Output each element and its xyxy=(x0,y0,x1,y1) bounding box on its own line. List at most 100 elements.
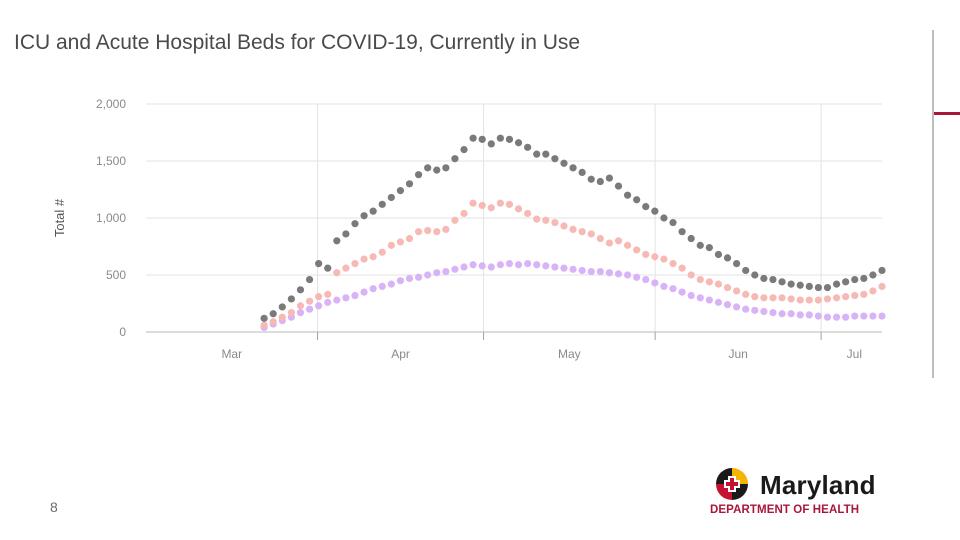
data-point-total xyxy=(860,274,868,283)
data-point-acute xyxy=(587,230,595,238)
data-point-icu xyxy=(378,282,386,290)
logo-subtitle: DEPARTMENT OF HEALTH xyxy=(710,504,860,516)
data-point-total xyxy=(714,250,723,259)
data-point-total xyxy=(796,281,804,289)
data-point-icu xyxy=(496,261,504,269)
chart-title: ICU and Acute Hospital Beds for COVID-19… xyxy=(14,31,581,54)
data-point-acute xyxy=(442,225,450,233)
data-point-acute xyxy=(660,255,668,263)
data-point-icu xyxy=(542,262,550,270)
data-point-total xyxy=(287,295,295,303)
data-point-acute xyxy=(869,287,877,295)
data-point-total xyxy=(424,164,432,172)
data-point-icu xyxy=(505,260,514,268)
data-point-total xyxy=(578,168,586,176)
data-point-acute xyxy=(378,248,386,256)
data-point-icu xyxy=(478,262,486,270)
data-point-total xyxy=(542,150,550,158)
data-point-total xyxy=(733,260,741,268)
y-tick-label: 0 xyxy=(119,325,126,339)
data-point-total xyxy=(451,155,459,163)
data-point-acute xyxy=(814,296,822,304)
data-point-total xyxy=(405,180,414,188)
data-point-acute xyxy=(269,318,277,326)
data-point-acute xyxy=(342,264,350,272)
data-point-total xyxy=(351,220,359,228)
data-point-acute xyxy=(533,215,541,223)
data-point-acute xyxy=(324,290,332,298)
data-point-acute xyxy=(596,234,604,243)
data-point-icu xyxy=(714,298,723,306)
data-point-total xyxy=(487,140,495,148)
data-point-total xyxy=(305,275,314,284)
data-point-total xyxy=(842,278,850,286)
data-point-acute xyxy=(414,228,423,236)
data-point-icu xyxy=(778,310,786,318)
data-point-total xyxy=(460,146,468,154)
data-point-total xyxy=(605,174,614,182)
data-point-acute xyxy=(687,271,695,279)
data-point-acute xyxy=(278,313,286,321)
data-point-acute xyxy=(633,246,641,254)
data-point-icu xyxy=(796,311,804,319)
data-point-total xyxy=(505,135,514,143)
data-point-total xyxy=(433,166,441,174)
data-point-icu xyxy=(814,312,822,320)
data-point-icu xyxy=(369,285,377,293)
data-point-icu xyxy=(623,271,632,279)
y-tick-label: 1,500 xyxy=(96,154,126,168)
data-point-total xyxy=(360,212,368,220)
data-point-icu xyxy=(560,264,568,272)
data-point-acute xyxy=(751,293,759,301)
data-point-icu xyxy=(614,270,623,278)
x-tick-label: Jul xyxy=(847,347,862,361)
data-point-icu xyxy=(687,291,695,300)
data-point-icu xyxy=(651,279,659,287)
data-point-total xyxy=(723,254,732,262)
data-point-acute xyxy=(514,205,523,213)
data-point-acute xyxy=(496,199,504,207)
data-point-icu xyxy=(669,285,677,293)
data-point-acute xyxy=(260,321,268,329)
data-point-total xyxy=(324,264,332,272)
data-point-total xyxy=(396,187,405,195)
data-point-total xyxy=(387,193,395,202)
data-point-icu xyxy=(387,280,395,288)
data-point-acute xyxy=(487,204,495,212)
maryland-health-logo: Maryland DEPARTMENT OF HEALTH xyxy=(710,466,910,522)
data-point-acute xyxy=(433,228,441,236)
data-point-acute xyxy=(460,209,468,218)
data-point-total xyxy=(696,241,704,249)
data-point-icu xyxy=(296,309,305,317)
data-point-icu xyxy=(860,312,868,320)
data-point-icu xyxy=(524,260,532,268)
data-point-acute xyxy=(723,283,732,292)
data-point-total xyxy=(551,155,559,163)
data-point-total xyxy=(669,218,677,227)
data-point-acute xyxy=(351,260,359,268)
data-point-acute xyxy=(714,280,723,288)
data-point-acute xyxy=(333,269,341,277)
data-point-acute xyxy=(705,278,713,286)
data-point-acute xyxy=(760,294,768,302)
data-point-total xyxy=(787,280,795,288)
data-point-icu xyxy=(424,271,432,279)
data-point-total xyxy=(814,283,822,292)
data-point-icu xyxy=(605,269,614,277)
data-point-icu xyxy=(696,294,704,302)
data-point-icu xyxy=(842,313,850,321)
data-point-icu xyxy=(678,288,686,296)
data-point-acute xyxy=(678,264,686,272)
data-point-acute xyxy=(396,238,405,246)
data-point-total xyxy=(596,177,604,186)
data-point-total xyxy=(414,171,423,179)
side-accent-bar xyxy=(934,112,960,115)
data-point-icu xyxy=(633,273,641,281)
data-point-icu xyxy=(733,303,741,311)
data-point-total xyxy=(296,286,305,294)
x-tick-label: Apr xyxy=(391,347,410,361)
data-point-acute xyxy=(832,294,841,302)
data-point-icu xyxy=(596,267,604,276)
data-point-acute xyxy=(851,291,859,300)
data-point-acute xyxy=(569,225,577,233)
